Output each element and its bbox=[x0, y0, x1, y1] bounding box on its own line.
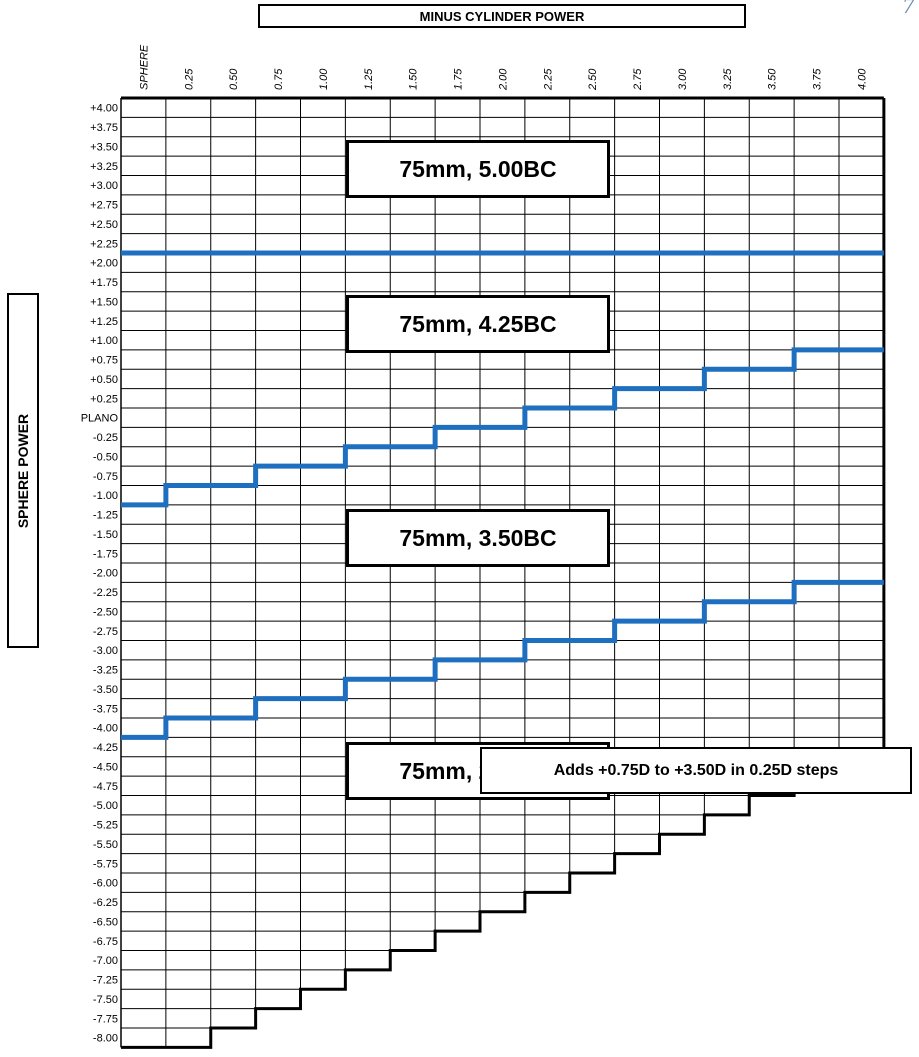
sphere-row-label: +2.25 bbox=[90, 238, 118, 250]
zone-label-5-00bc-text: 75mm, 5.00BC bbox=[399, 155, 557, 182]
chart-title: MINUS CYLINDER POWER bbox=[258, 4, 746, 28]
sphere-row-label: -0.75 bbox=[93, 471, 118, 483]
sphere-row-label: -8.00 bbox=[93, 1033, 118, 1045]
sphere-row-label: -1.00 bbox=[93, 490, 118, 502]
sphere-row-label: +0.50 bbox=[90, 374, 118, 386]
add-range-note-text: Adds +0.75D to +3.50D in 0.25D steps bbox=[553, 761, 839, 779]
sphere-row-label: +2.00 bbox=[90, 258, 118, 270]
zone-label-4-25bc-text: 75mm, 4.25BC bbox=[399, 310, 557, 337]
sphere-row-label: +0.75 bbox=[90, 355, 118, 367]
cylinder-column-label: 0.75 bbox=[273, 68, 285, 90]
sphere-row-label: -2.25 bbox=[93, 587, 118, 599]
cylinder-column-label: 3.25 bbox=[722, 68, 734, 90]
sphere-row-label: -4.75 bbox=[93, 781, 118, 793]
range-lower-edge bbox=[121, 755, 884, 1049]
sphere-row-label: -6.50 bbox=[93, 916, 118, 928]
cylinder-column-label: 1.25 bbox=[363, 68, 375, 90]
cylinder-column-label: 2.50 bbox=[587, 68, 599, 91]
sphere-row-label: -1.75 bbox=[93, 548, 118, 560]
cylinder-column-label: 3.00 bbox=[677, 68, 689, 90]
zone-label-3-50bc: 75mm, 3.50BC bbox=[346, 509, 610, 567]
sphere-row-label: +3.00 bbox=[90, 180, 118, 192]
sphere-row-label: +1.00 bbox=[90, 335, 118, 347]
sphere-row-label: -3.75 bbox=[93, 703, 118, 715]
sphere-row-label: -7.50 bbox=[93, 994, 118, 1006]
sphere-row-label: -6.75 bbox=[93, 936, 118, 948]
sphere-row-label: +1.25 bbox=[90, 316, 118, 328]
cylinder-column-label: 2.75 bbox=[632, 68, 644, 91]
sphere-row-label: +3.50 bbox=[90, 141, 118, 153]
sphere-row-label: +2.75 bbox=[90, 200, 118, 212]
sphere-row-label: +3.25 bbox=[90, 161, 118, 173]
sphere-row-label: PLANO bbox=[81, 413, 119, 425]
cylinder-column-label: 0.50 bbox=[228, 68, 240, 90]
cylinder-column-label: 2.00 bbox=[497, 68, 509, 91]
corner-mark: 7 bbox=[902, 0, 915, 18]
sphere-row-label: -0.50 bbox=[93, 451, 118, 463]
sphere-row-label: -5.75 bbox=[93, 858, 118, 870]
sphere-row-label: -7.75 bbox=[93, 1013, 118, 1025]
sphere-row-label: +1.50 bbox=[90, 296, 118, 308]
cylinder-column-label: 1.75 bbox=[453, 68, 465, 90]
sphere-row-label: -3.00 bbox=[93, 645, 118, 657]
cylinder-column-label: 4.00 bbox=[856, 68, 868, 90]
cylinder-column-label: 3.50 bbox=[767, 68, 779, 90]
sphere-row-label: -4.25 bbox=[93, 742, 118, 754]
zone-label-4-25bc: 75mm, 4.25BC bbox=[346, 295, 610, 353]
cylinder-column-label: 0.25 bbox=[183, 68, 195, 90]
sphere-row-label: -5.50 bbox=[93, 839, 118, 851]
sphere-row-label: -4.50 bbox=[93, 761, 118, 773]
cylinder-column-label: 2.25 bbox=[542, 68, 554, 91]
add-range-note: Adds +0.75D to +3.50D in 0.25D steps bbox=[480, 747, 912, 794]
sphere-row-label: -5.00 bbox=[93, 800, 118, 812]
sphere-row-label: -5.25 bbox=[93, 820, 118, 832]
sphere-row-label: -7.00 bbox=[93, 955, 118, 967]
sphere-row-label: -1.50 bbox=[93, 529, 118, 541]
y-axis-label: SPHERE POWER bbox=[7, 293, 39, 648]
sphere-row-label: +1.75 bbox=[90, 277, 118, 289]
sphere-row-label: -4.00 bbox=[93, 723, 118, 735]
boundary-line-3 bbox=[121, 579, 884, 740]
sphere-row-label: -2.00 bbox=[93, 568, 118, 580]
sphere-row-label: -1.25 bbox=[93, 510, 118, 522]
chart-title-text: MINUS CYLINDER POWER bbox=[419, 8, 585, 24]
sphere-row-label: +4.00 bbox=[90, 103, 118, 115]
cylinder-column-label: 1.00 bbox=[318, 68, 330, 90]
sphere-row-label: -7.25 bbox=[93, 975, 118, 987]
sphere-row-label: -3.50 bbox=[93, 684, 118, 696]
cylinder-column-label: 3.75 bbox=[812, 68, 824, 90]
sphere-row-label: -0.25 bbox=[93, 432, 118, 444]
sphere-row-label: -2.75 bbox=[93, 626, 118, 638]
sphere-row-label: -3.25 bbox=[93, 665, 118, 677]
boundary-line-2 bbox=[121, 347, 884, 508]
zone-label-3-50bc-text: 75mm, 3.50BC bbox=[399, 524, 557, 551]
sphere-column-header: SPHERE bbox=[138, 44, 150, 90]
zone-label-5-00bc: 75mm, 5.00BC bbox=[346, 140, 610, 198]
sphere-row-label: +0.25 bbox=[90, 393, 118, 405]
sphere-row-label: +3.75 bbox=[90, 122, 118, 134]
sphere-row-label: -6.00 bbox=[93, 878, 118, 890]
sphere-row-label: -2.50 bbox=[93, 606, 118, 618]
sphere-row-label: +2.50 bbox=[90, 219, 118, 231]
sphere-row-label: -6.25 bbox=[93, 897, 118, 909]
cylinder-column-label: 1.50 bbox=[408, 68, 420, 90]
